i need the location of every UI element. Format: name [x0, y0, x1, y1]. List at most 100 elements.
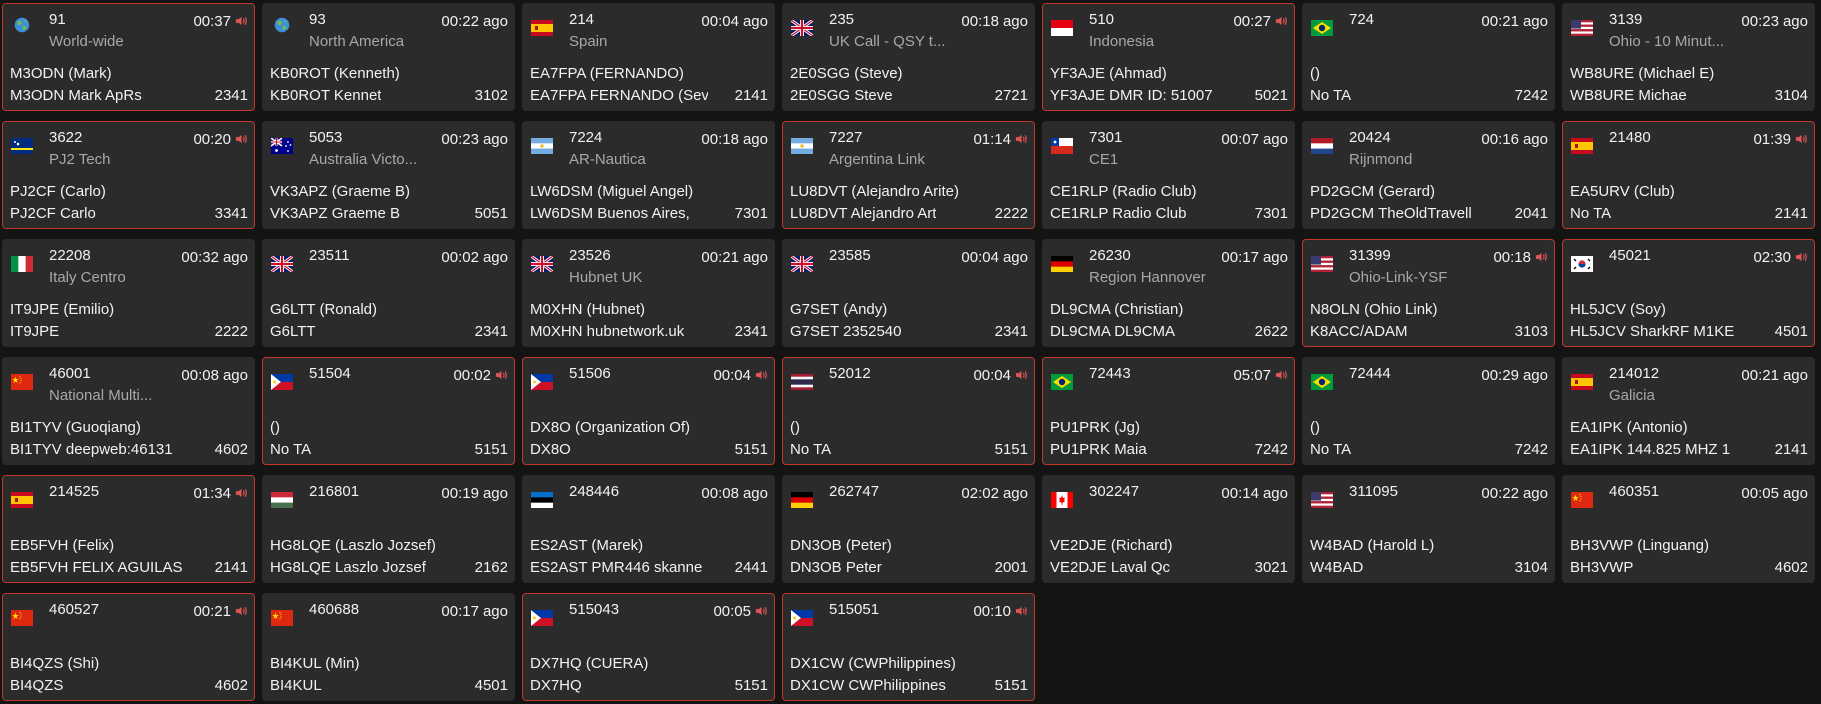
talkgroup-card-72443[interactable]: 72443 05:07 PU1PRK (Jg) PU1PRK Maia 7242	[1042, 357, 1295, 465]
flag-cw-icon	[11, 138, 33, 154]
duration: 00:07	[1221, 131, 1259, 148]
talker-alias: G7SET 2352540	[790, 323, 902, 340]
talker-alias: VK3APZ Graeme B	[270, 205, 401, 222]
last-heard-time: 00:32 ago	[181, 249, 248, 266]
talkgroup-card-7301[interactable]: 7301 CE1 00:07 ago CE1RLP (Radio Club) CE…	[1042, 121, 1295, 229]
speaker-icon	[235, 14, 248, 31]
talkgroup-card-216801[interactable]: 216801 00:19 ago HG8LQE (Laszlo Jozsef) H…	[262, 475, 515, 583]
last-heard-time: 00:21	[193, 603, 248, 621]
source-id: 2341	[734, 323, 768, 340]
duration: 00:18	[1493, 249, 1531, 266]
talker-alias: VE2DJE Laval Qc	[1050, 559, 1171, 576]
talkgroup-number: 52012	[829, 365, 871, 382]
talkgroup-card-235[interactable]: 235 UK Call - QSY t... 00:18 ago 2E0SGG (…	[782, 3, 1035, 111]
source-id: 2001	[994, 559, 1028, 576]
talkgroup-number: 3622	[49, 129, 83, 146]
flag-us-icon	[1571, 20, 1593, 36]
talkgroup-card-23526[interactable]: 23526 Hubnet UK 00:21 ago M0XHN (Hubnet) …	[522, 239, 775, 347]
talker-alias: KB0ROT Kennet	[270, 87, 382, 104]
talkgroup-card-515051[interactable]: 515051 00:10 DX1CW (CWPhilippines) DX1CW…	[782, 593, 1035, 701]
flag-ph-icon	[531, 374, 553, 390]
talkgroup-card-510[interactable]: 510 Indonesia 00:27 YF3AJE (Ahmad) YF3AJ…	[1042, 3, 1295, 111]
duration: 00:04	[713, 367, 751, 384]
speaker-icon	[1015, 368, 1028, 385]
source-id: 5151	[994, 441, 1028, 458]
talkgroup-card-51506[interactable]: 51506 00:04 DX8O (Organization Of) DX8O …	[522, 357, 775, 465]
source-id: 5151	[474, 441, 508, 458]
last-heard-time: 00:05 ago	[1741, 485, 1808, 502]
callsign: HL5JCV (Soy)	[1570, 301, 1666, 318]
callsign: DN3OB (Peter)	[790, 537, 892, 554]
talkgroup-card-302247[interactable]: 302247 00:14 ago VE2DJE (Richard) VE2DJE …	[1042, 475, 1295, 583]
talkgroup-card-460351[interactable]: 460351 00:05 ago BH3VWP (Linguang) BH3VWP…	[1562, 475, 1815, 583]
source-id: 5151	[994, 677, 1028, 694]
flag-es-icon	[531, 20, 553, 36]
speaker-icon	[235, 604, 248, 621]
last-heard-time: 00:27	[1233, 13, 1288, 31]
ago-label: ago	[742, 13, 768, 30]
talkgroup-card-460688[interactable]: 460688 00:17 ago BI4KUL (Min) BI4KUL 4501	[262, 593, 515, 701]
talkgroup-card-31399[interactable]: 31399 Ohio-Link-YSF 00:18 N8OLN (Ohio Li…	[1302, 239, 1555, 347]
source-id: 7242	[1254, 441, 1288, 458]
talkgroup-card-52012[interactable]: 52012 00:04 () No TA 5151	[782, 357, 1035, 465]
talkgroup-card-724[interactable]: 724 00:21 ago () No TA 7242	[1302, 3, 1555, 111]
source-id: 3021	[1254, 559, 1288, 576]
speaker-icon	[1275, 14, 1288, 31]
talkgroup-card-91[interactable]: 91 World-wide 00:37 M3ODN (Mark) M3ODN M…	[2, 3, 255, 111]
duration: 00:04	[961, 249, 999, 266]
talkgroup-card-515043[interactable]: 515043 00:05 DX7HQ (CUERA) DX7HQ 5151	[522, 593, 775, 701]
talker-alias: BI1TYV deepweb:46131	[10, 441, 173, 458]
callsign: BI4KUL (Min)	[270, 655, 360, 672]
talkgroup-card-21480[interactable]: 21480 01:39 EA5URV (Club) No TA 2141	[1562, 121, 1815, 229]
last-heard-time: 00:29 ago	[1481, 367, 1548, 384]
last-heard-time: 02:30	[1753, 249, 1808, 267]
ago-label: ago	[1522, 367, 1548, 384]
talkgroup-card-22208[interactable]: 22208 Italy Centro 00:32 ago IT9JPE (Emil…	[2, 239, 255, 347]
talker-alias: 2E0SGG Steve	[790, 87, 893, 104]
talker-alias: G6LTT	[270, 323, 316, 340]
talkgroup-card-23585[interactable]: 23585 00:04 ago G7SET (Andy) G7SET 235254…	[782, 239, 1035, 347]
callsign: VK3APZ (Graeme B)	[270, 183, 411, 200]
talker-alias: DN3OB Peter	[790, 559, 882, 576]
flag-de-icon	[1051, 256, 1073, 272]
talker-alias: No TA	[1570, 205, 1612, 222]
talkgroup-card-262747[interactable]: 262747 02:02 ago DN3OB (Peter) DN3OB Pete…	[782, 475, 1035, 583]
talkgroup-card-26230[interactable]: 26230 Region Hannover 00:17 ago DL9CMA (C…	[1042, 239, 1295, 347]
talkgroup-card-3622[interactable]: 3622 PJ2 Tech 00:20 PJ2CF (Carlo) PJ2CF …	[2, 121, 255, 229]
talkgroup-card-46001[interactable]: 46001 National Multi... 00:08 ago BI1TYV …	[2, 357, 255, 465]
talkgroup-number: 724	[1349, 11, 1375, 28]
callsign: WB8URE (Michael E)	[1570, 65, 1715, 82]
ago-label: ago	[482, 603, 508, 620]
source-id: 2222	[994, 205, 1028, 222]
flag-br-icon	[1311, 20, 1333, 36]
source-id: 2441	[734, 559, 768, 576]
flag-ar-icon	[791, 138, 813, 154]
flag-ar-icon	[531, 138, 553, 154]
talkgroup-card-72444[interactable]: 72444 00:29 ago () No TA 7242	[1302, 357, 1555, 465]
talkgroup-card-3139[interactable]: 3139 Ohio - 10 Minut... 00:23 ago WB8URE …	[1562, 3, 1815, 111]
talkgroup-card-214[interactable]: 214 Spain 00:04 ago EA7FPA (FERNANDO) EA7…	[522, 3, 775, 111]
globe-icon	[11, 17, 33, 36]
talkgroup-card-20424[interactable]: 20424 Rijnmond 00:16 ago PD2GCM (Gerard) …	[1302, 121, 1555, 229]
callsign: DX7HQ (CUERA)	[530, 655, 649, 672]
talkgroup-card-214525[interactable]: 214525 01:34 EB5FVH (Felix) EB5FVH FELIX…	[2, 475, 255, 583]
talkgroup-card-311095[interactable]: 311095 00:22 ago W4BAD (Harold L) W4BAD 3…	[1302, 475, 1555, 583]
talkgroup-card-5053[interactable]: 5053 Australia Victo... 00:23 ago VK3APZ …	[262, 121, 515, 229]
source-id: 5151	[734, 441, 768, 458]
talkgroup-card-23511[interactable]: 23511 00:02 ago G6LTT (Ronald) G6LTT 2341	[262, 239, 515, 347]
speaker-icon	[755, 604, 768, 621]
source-id: 4501	[1774, 323, 1808, 340]
callsign: CE1RLP (Radio Club)	[1050, 183, 1197, 200]
flag-cl-icon	[1051, 138, 1073, 154]
talkgroup-card-460527[interactable]: 460527 00:21 BI4QZS (Shi) BI4QZS 4602	[2, 593, 255, 701]
duration: 00:16	[1481, 131, 1519, 148]
talkgroup-card-51504[interactable]: 51504 00:02 () No TA 5151	[262, 357, 515, 465]
talkgroup-card-214012[interactable]: 214012 Galicia 00:21 ago EA1IPK (Antonio)…	[1562, 357, 1815, 465]
talkgroup-card-93[interactable]: 93 North America 00:22 ago KB0ROT (Kennet…	[262, 3, 515, 111]
talkgroup-card-248446[interactable]: 248446 00:08 ago ES2AST (Marek) ES2AST PM…	[522, 475, 775, 583]
talkgroup-card-7227[interactable]: 7227 Argentina Link 01:14 LU8DVT (Alejan…	[782, 121, 1035, 229]
talkgroup-card-7224[interactable]: 7224 AR-Nautica 00:18 ago LW6DSM (Miguel …	[522, 121, 775, 229]
flag-us-icon	[1311, 492, 1333, 508]
talkgroup-card-45021[interactable]: 45021 02:30 HL5JCV (Soy) HL5JCV SharkRF …	[1562, 239, 1815, 347]
talkgroup-name: North America	[309, 33, 405, 50]
